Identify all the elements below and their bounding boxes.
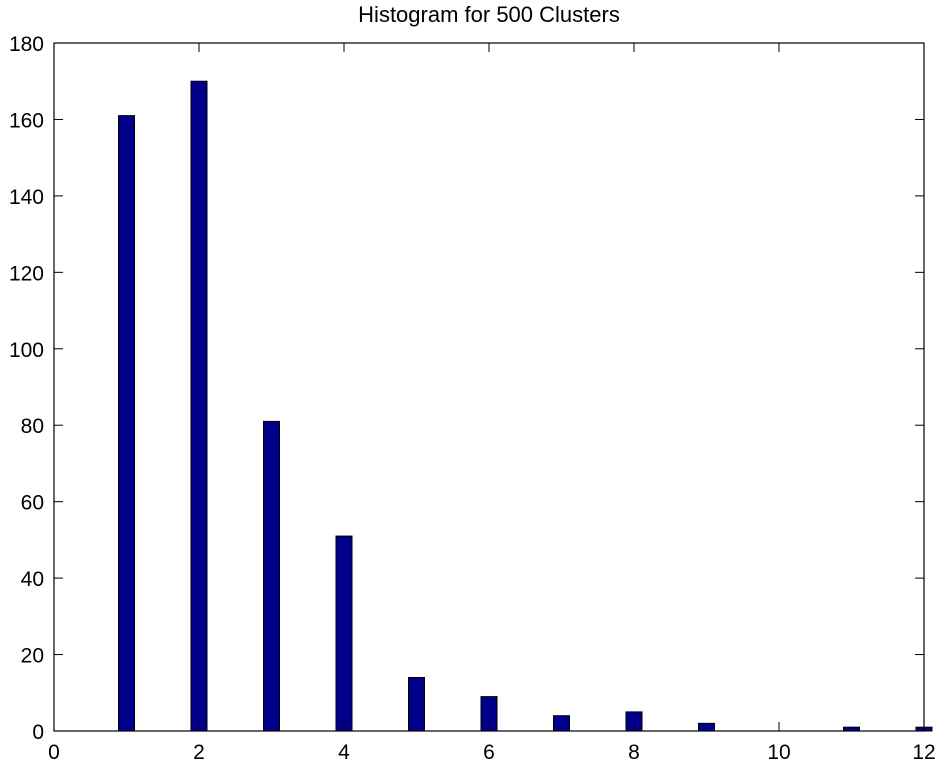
bar-5 <box>408 676 425 732</box>
bar-4 <box>335 535 353 732</box>
y-tick-label-80: 80 <box>21 415 44 438</box>
y-tick-label-60: 60 <box>21 492 44 515</box>
y-tick-label-140: 140 <box>9 186 44 209</box>
x-tick-label-10: 10 <box>767 741 790 764</box>
bar-9 <box>698 722 715 732</box>
y-tick-label-100: 100 <box>9 339 44 362</box>
x-tick-label-2: 2 <box>193 741 205 764</box>
x-tick-label-4: 4 <box>338 741 350 764</box>
chart-title: Histogram for 500 Clusters <box>358 2 620 27</box>
bar-1 <box>118 115 135 732</box>
y-tick-label-20: 20 <box>21 645 44 668</box>
y-tick-label-180: 180 <box>9 33 44 56</box>
plot-frame <box>53 42 925 732</box>
y-tick-label-40: 40 <box>21 568 44 591</box>
bar-3 <box>263 420 280 732</box>
y-tick-label-0: 0 <box>32 721 44 744</box>
y-tick-label-120: 120 <box>9 262 44 285</box>
x-tick-label-8: 8 <box>628 741 640 764</box>
x-tick-label-6: 6 <box>483 741 495 764</box>
y-tick-label-160: 160 <box>9 109 44 132</box>
bar-7 <box>553 715 570 732</box>
x-tick-label-0: 0 <box>48 741 60 764</box>
bar-2 <box>190 80 208 732</box>
bars-layer <box>118 80 933 732</box>
x-tick-label-12: 12 <box>912 741 935 764</box>
